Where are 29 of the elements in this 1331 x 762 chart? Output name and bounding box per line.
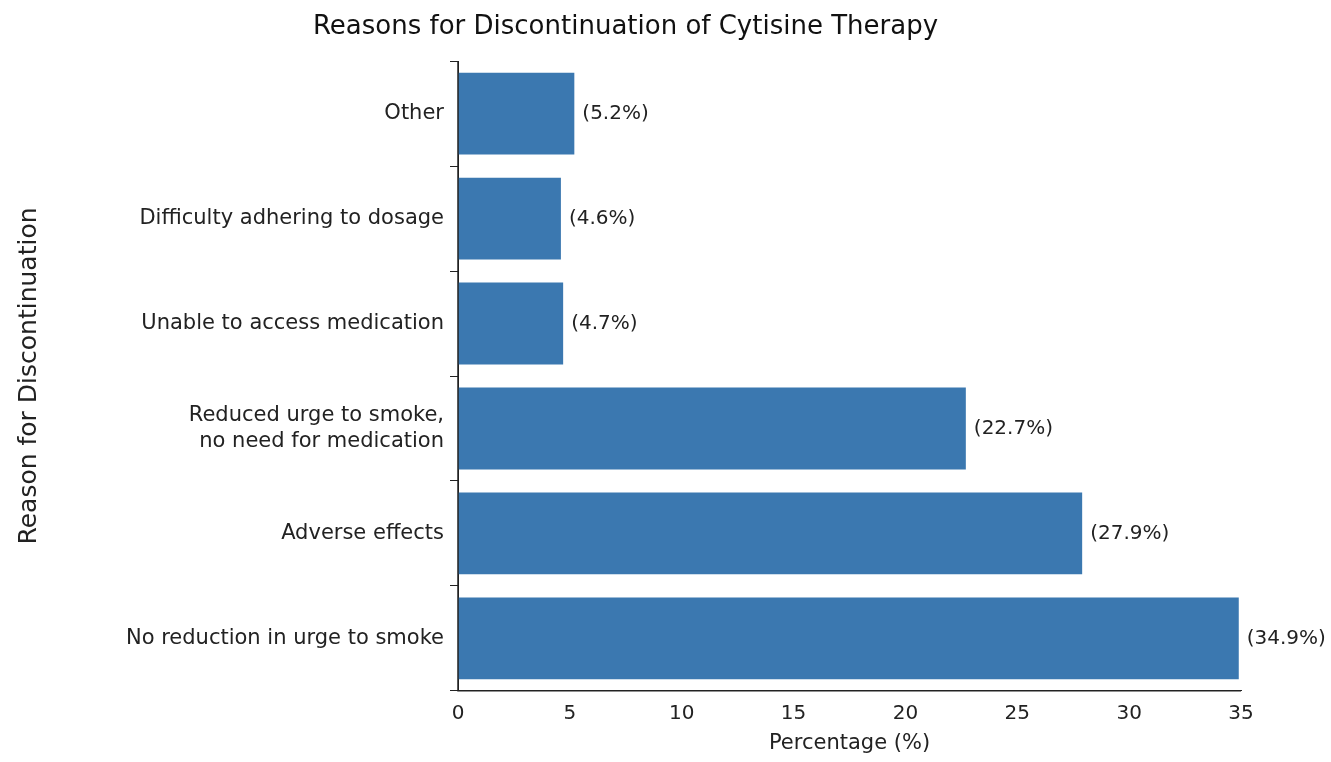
x-tick-label: 35 bbox=[1228, 700, 1254, 724]
data-label: (5.2%) bbox=[582, 99, 649, 124]
data-label: (27.9%) bbox=[1090, 519, 1170, 544]
x-tick-label: 15 bbox=[780, 700, 807, 724]
y-tick-label: Difficulty adhering to dosage bbox=[139, 205, 444, 230]
y-axis-title: Reason for Discontinuation bbox=[12, 207, 42, 545]
x-tick-label: 25 bbox=[1004, 700, 1031, 724]
data-label: (22.7%) bbox=[973, 414, 1053, 439]
y-tick-label: No reduction in urge to smoke bbox=[125, 624, 444, 649]
bar bbox=[458, 72, 575, 155]
bar bbox=[458, 597, 1239, 680]
y-tick-label: Other bbox=[384, 100, 445, 125]
data-label: (4.7%) bbox=[571, 309, 638, 334]
x-tick-label: 5 bbox=[563, 700, 577, 724]
x-tick-label: 10 bbox=[668, 700, 695, 724]
y-tick-label: Adverse effects bbox=[281, 519, 444, 544]
x-axis-title: Percentage (%) bbox=[768, 729, 931, 754]
x-tick-label: 30 bbox=[1116, 700, 1142, 724]
bar bbox=[458, 177, 561, 260]
bar bbox=[458, 387, 966, 470]
bar bbox=[458, 282, 564, 365]
bar bbox=[458, 492, 1083, 575]
data-label: (4.6%) bbox=[568, 204, 636, 229]
y-tick-label: Unable to access medication bbox=[141, 309, 444, 334]
x-tick-label: 0 bbox=[451, 700, 465, 724]
x-tick-label: 20 bbox=[892, 700, 919, 724]
data-label: (34.9%) bbox=[1246, 624, 1326, 649]
chart-title: Reasons for Discontinuation of Cytisine Therapy bbox=[312, 10, 939, 41]
y-tick-label: Reduced urge to smoke, no need for medication bbox=[188, 402, 444, 452]
